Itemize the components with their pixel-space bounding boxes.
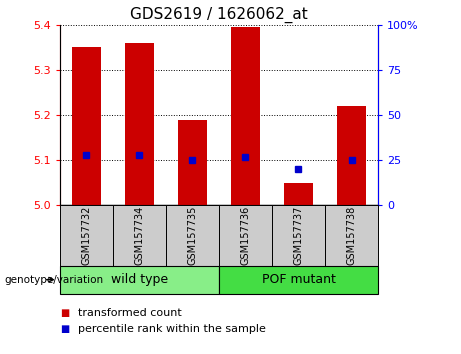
Text: ■: ■ xyxy=(60,324,69,334)
Bar xyxy=(231,27,260,205)
Text: GSM157736: GSM157736 xyxy=(241,206,250,265)
Text: genotype/variation: genotype/variation xyxy=(5,275,104,285)
Bar xyxy=(60,266,219,294)
Bar xyxy=(178,120,207,205)
Bar xyxy=(325,205,378,266)
Text: percentile rank within the sample: percentile rank within the sample xyxy=(78,324,266,334)
Text: GSM157737: GSM157737 xyxy=(294,206,303,265)
Text: GSM157732: GSM157732 xyxy=(82,206,91,265)
Text: GSM157735: GSM157735 xyxy=(188,206,197,265)
Text: POF mutant: POF mutant xyxy=(261,273,336,286)
Bar xyxy=(337,106,366,205)
Text: GSM157738: GSM157738 xyxy=(347,206,356,265)
Title: GDS2619 / 1626062_at: GDS2619 / 1626062_at xyxy=(130,7,308,23)
Bar xyxy=(284,183,313,205)
Bar xyxy=(72,47,101,205)
Text: wild type: wild type xyxy=(111,273,168,286)
Text: ■: ■ xyxy=(60,308,69,318)
Bar xyxy=(113,205,166,266)
Text: transformed count: transformed count xyxy=(78,308,182,318)
Bar xyxy=(60,205,113,266)
Bar xyxy=(219,205,272,266)
Bar xyxy=(125,43,154,205)
Text: GSM157734: GSM157734 xyxy=(135,206,144,265)
Bar xyxy=(166,205,219,266)
Bar xyxy=(272,205,325,266)
Bar xyxy=(219,266,378,294)
